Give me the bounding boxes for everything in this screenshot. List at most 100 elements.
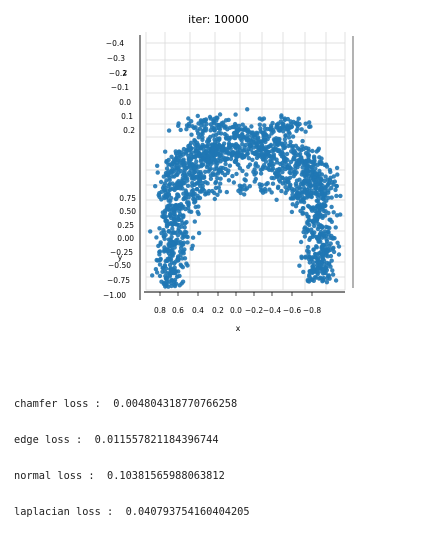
scatter-point (178, 262, 183, 267)
scatter-point (333, 187, 338, 193)
scatter-point (180, 152, 186, 157)
scatter-point (299, 255, 304, 261)
scatter-point (331, 249, 337, 255)
scatter-point (153, 267, 159, 272)
scatter-point (303, 254, 308, 259)
scatter-point (320, 196, 326, 201)
scatter-point (214, 122, 220, 128)
scatter-point (194, 159, 199, 164)
x-tick-label: −0.4 (263, 306, 281, 315)
scatter-point (280, 165, 285, 171)
scatter-point (311, 218, 316, 223)
scatter-point (320, 245, 325, 250)
scatter-point (263, 147, 268, 152)
scatter-point (297, 263, 302, 268)
scatter-point (267, 153, 272, 158)
scatter-point (280, 169, 285, 175)
scatter-point (158, 179, 164, 185)
scatter-point (206, 142, 211, 147)
scatter-point (300, 194, 305, 200)
scatter-point (318, 263, 323, 268)
scatter-point (276, 177, 282, 183)
chamfer-loss-text: chamfer loss : 0.004804318770766258 (14, 398, 238, 410)
scatter-point (184, 234, 189, 239)
scatter-point (329, 219, 334, 224)
scatter-point (201, 162, 206, 167)
scatter-point (164, 279, 169, 284)
scatter-point (230, 173, 235, 179)
scatter-point (329, 258, 334, 263)
scatter-point (324, 251, 329, 256)
scatter-point (153, 184, 158, 189)
scatter-point (335, 240, 340, 245)
scatter-point (244, 186, 250, 191)
scatter-point (262, 123, 267, 128)
scatter-point (249, 124, 254, 129)
scatter-point (236, 123, 242, 129)
scatter-point (289, 186, 294, 191)
scatter-point (333, 278, 339, 283)
scatter-point (213, 126, 219, 131)
scatter-point (338, 193, 343, 199)
scatter-point (175, 237, 180, 242)
y-tick-label: 0.00 (117, 234, 134, 243)
scatter-point (215, 176, 220, 181)
scatter-point (198, 118, 204, 123)
scatter-point (195, 169, 201, 174)
scatter-point (260, 190, 266, 195)
y-tick-label: −1.00 (103, 291, 126, 300)
scatter-point (327, 225, 332, 231)
scatter-point (316, 255, 321, 260)
points-layer (148, 107, 343, 289)
scatter-point (240, 122, 245, 127)
scatter-point (224, 189, 229, 195)
scatter-point (301, 146, 306, 152)
scatter-point (163, 208, 168, 213)
scatter-point (194, 187, 200, 192)
scatter-point (192, 219, 197, 224)
scatter-point (209, 155, 214, 160)
scatter-point (273, 172, 278, 177)
scatter-point (295, 126, 300, 132)
scatter-point (249, 133, 254, 139)
scatter-point (314, 204, 320, 209)
scatter-point (201, 151, 207, 157)
scatter-point (210, 148, 215, 153)
scatter-point (217, 189, 223, 194)
scatter-point (336, 252, 342, 257)
scatter-point (263, 165, 269, 170)
scatter-point (286, 126, 291, 131)
scatter-point (268, 159, 273, 165)
scatter-point (320, 257, 325, 262)
scatter-point (176, 149, 182, 154)
scatter-point (196, 135, 201, 140)
scatter-point (322, 229, 328, 234)
scatter-point (299, 127, 304, 132)
scatter-point (164, 159, 169, 164)
scatter-point (297, 147, 302, 152)
scatter-point (264, 182, 269, 187)
scatter-point (319, 160, 324, 165)
scatter-point (176, 194, 181, 199)
scatter-point (317, 171, 322, 176)
scatter-point (174, 167, 179, 173)
scatter-point (148, 229, 153, 234)
y-axis-label: y (118, 253, 123, 262)
scatter-point (263, 150, 268, 156)
scatter-point (309, 194, 314, 199)
scatter-point (192, 170, 197, 175)
scatter-point (302, 234, 308, 239)
scatter-point (315, 226, 321, 232)
scatter-point (293, 194, 298, 199)
z-tick-label: 0.0 (119, 98, 131, 107)
scatter-point (324, 164, 330, 169)
scatter-point (289, 209, 295, 215)
scatter-point (286, 143, 291, 149)
scatter-point (248, 147, 253, 152)
scatter-point (308, 124, 313, 129)
scatter-point (275, 160, 280, 165)
scatter-point (330, 268, 335, 273)
scatter-point (258, 171, 264, 176)
scatter-point (257, 139, 263, 144)
scatter-point (157, 226, 162, 231)
